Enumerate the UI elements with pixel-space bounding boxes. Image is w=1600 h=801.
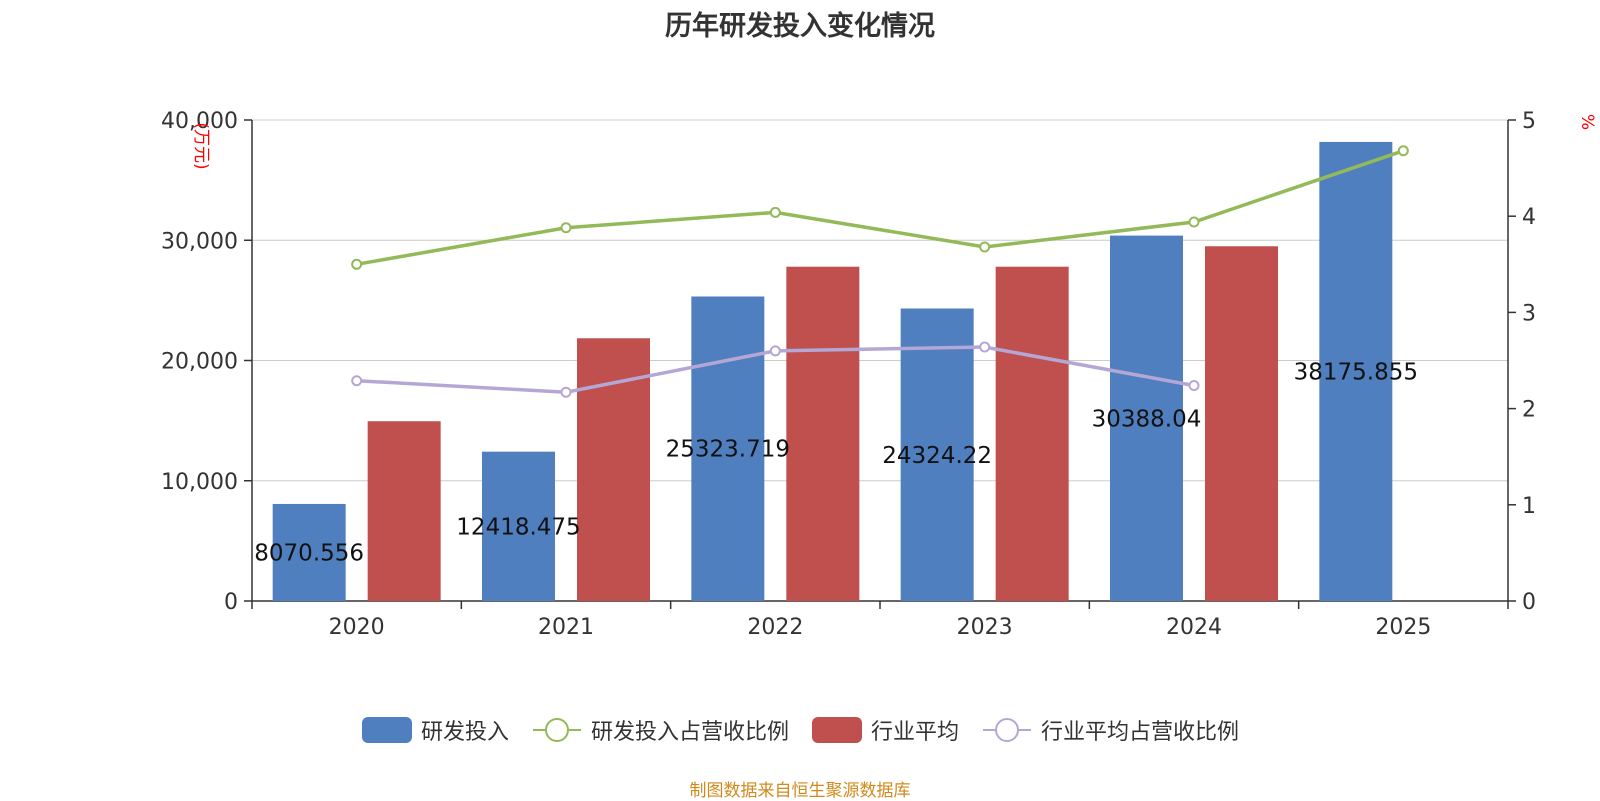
rd-investment-data-label: 8070.556 [254, 540, 364, 566]
rd-investment-bar [1110, 235, 1183, 602]
industry-average-bar [995, 266, 1069, 601]
industry-average-bar [367, 421, 441, 601]
rd-investment-bar [482, 451, 555, 601]
legend-item[interactable]: 研发投入占营收比例 [531, 714, 789, 746]
purple-line-circle-icon [983, 718, 1032, 742]
industry-ratio-point [979, 341, 991, 353]
rd-investment-bar [272, 503, 346, 601]
y-right-unit-label: % [1577, 114, 1597, 130]
y-right-tick-label: 1 [1522, 494, 1536, 519]
legend-item[interactable]: 行业平均占营收比例 [981, 714, 1239, 746]
rd-investment-bar [691, 296, 765, 601]
rd-ratio-point [1188, 216, 1200, 228]
rd-investment-data-label: 12418.475 [456, 514, 580, 540]
blue-bar-swatch-icon [361, 717, 412, 743]
y-right-tick-label: 5 [1522, 109, 1536, 134]
legend-label: 行业平均占营收比例 [1041, 720, 1240, 745]
y-right-tick-label: 2 [1522, 398, 1536, 423]
y-right-tick-label: 4 [1522, 205, 1536, 230]
source-note: 制图数据来自恒生聚源数据库 [689, 781, 911, 801]
rd-ratio-point [1397, 145, 1409, 157]
x-tick-label: 2023 [957, 615, 1013, 640]
rd-ratio-point [560, 222, 572, 234]
industry-ratio-point [351, 375, 363, 387]
x-tick-label: 2024 [1166, 615, 1222, 640]
y-left-tick-label: 0 [224, 590, 238, 615]
legend-item[interactable]: 行业平均 [811, 714, 959, 746]
industry-average-bar [786, 266, 860, 601]
rd-investment-data-label: 30388.04 [1092, 406, 1202, 432]
rd-investment-bar [1319, 141, 1393, 601]
y-left-unit-label: (万元) [191, 122, 211, 169]
legend-item[interactable]: 研发投入 [361, 714, 509, 746]
y-left-tick-label: 10,000 [161, 470, 238, 495]
rd-ratio-point [979, 241, 991, 253]
industry-ratio-point [1188, 380, 1200, 392]
rd-investment-data-label: 38175.855 [1294, 359, 1418, 385]
legend: 研发投入 研发投入占营收比例 行业平均 行业平均占营收比例 [0, 714, 1600, 746]
rd-ratio-point [351, 258, 363, 270]
industry-ratio-point [769, 345, 781, 357]
y-right-tick-label: 0 [1522, 590, 1536, 615]
chart-title: 历年研发投入变化情况 [665, 11, 935, 42]
rd-ratio-line [356, 149, 1404, 267]
x-tick-label: 2021 [538, 615, 594, 640]
industry-average-bar [1205, 246, 1278, 601]
legend-label: 研发投入占营收比例 [590, 720, 789, 745]
rd-investment-data-label: 24324.22 [882, 443, 992, 469]
legend-label: 行业平均 [871, 720, 960, 745]
x-tick-label: 2022 [747, 615, 803, 640]
industry-ratio-point [560, 386, 572, 398]
x-tick-label: 2020 [329, 615, 385, 640]
red-bar-swatch-icon [812, 717, 862, 743]
rd-investment-data-label: 25323.719 [666, 437, 790, 463]
rd-investment-bar [900, 308, 974, 601]
x-tick-label: 2025 [1375, 615, 1431, 640]
green-line-circle-icon [532, 718, 581, 742]
y-left-tick-label: 40,000 [161, 109, 238, 134]
rd-ratio-point [769, 206, 781, 218]
y-right-tick-label: 3 [1522, 301, 1536, 326]
legend-label: 研发投入 [420, 720, 509, 745]
y-left-tick-label: 20,000 [161, 350, 238, 375]
y-left-tick-label: 30,000 [161, 229, 238, 254]
